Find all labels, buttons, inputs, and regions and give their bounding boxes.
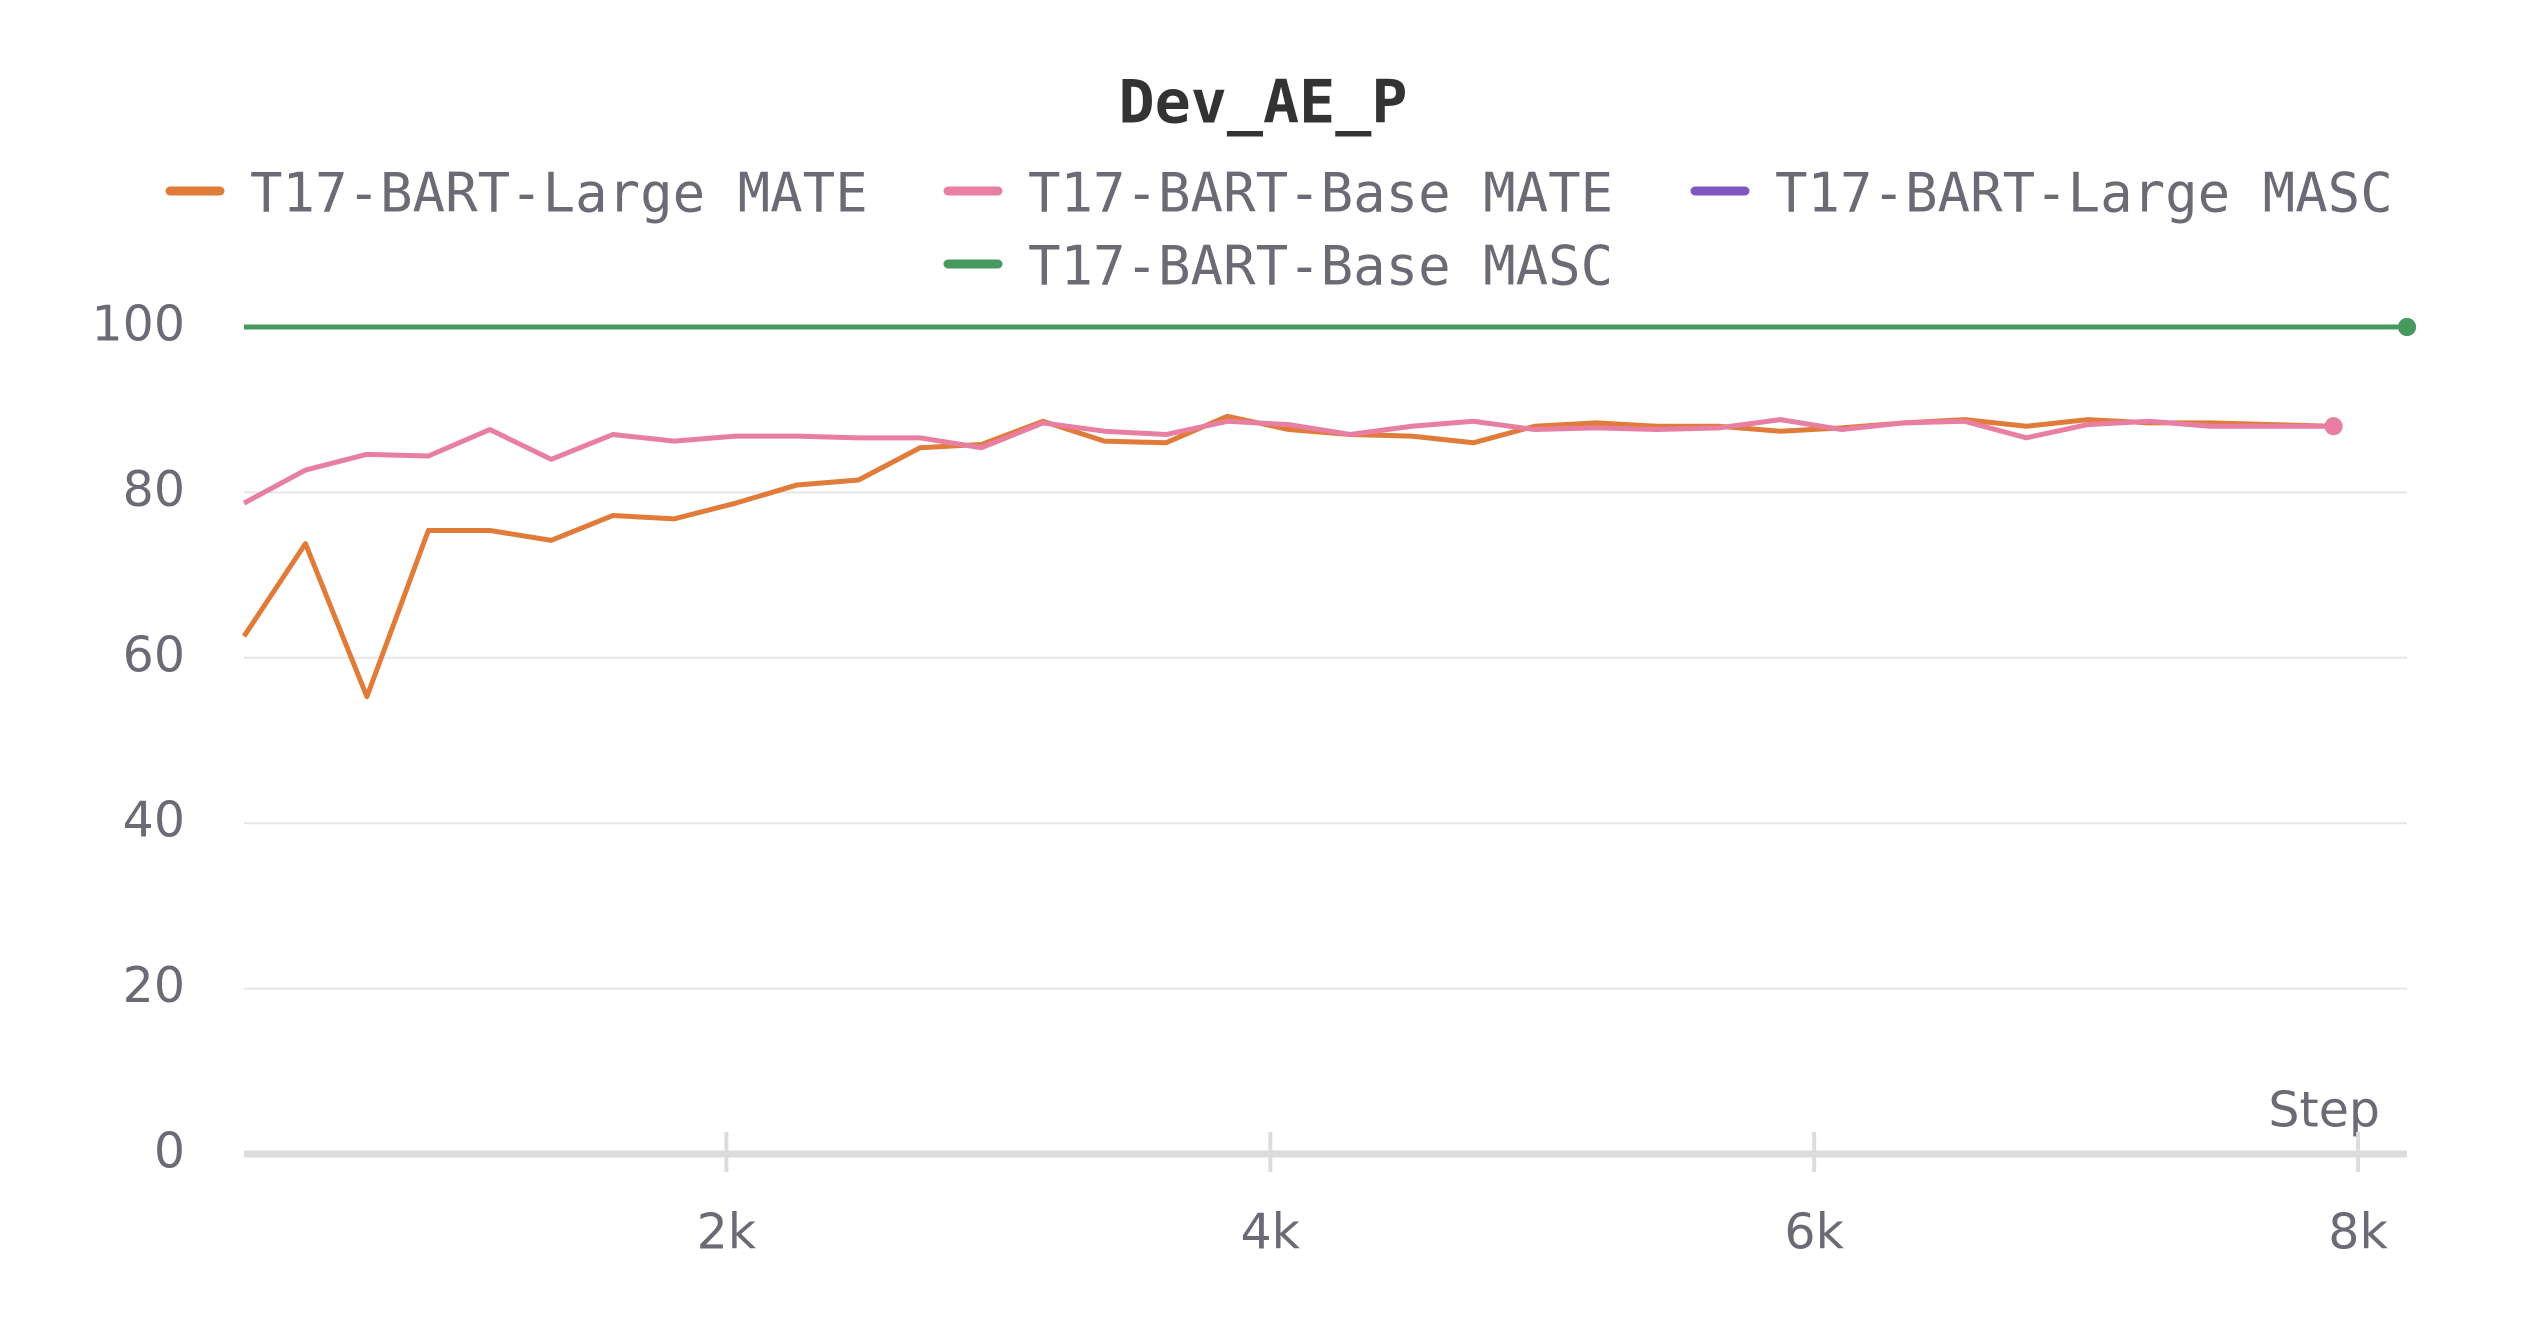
y-tick-label: 80 [123, 461, 185, 518]
end-dot [2324, 417, 2343, 436]
y-tick-label: 0 [154, 1123, 185, 1180]
end-dot [2398, 318, 2416, 336]
x-tick-label: 2k [697, 1204, 757, 1261]
y-tick-label: 100 [91, 296, 185, 353]
x-tick-label: 4k [1241, 1204, 1301, 1261]
y-tick-label: 40 [123, 792, 185, 849]
y-tick-label: 20 [123, 957, 185, 1014]
legend-label: T17-BART-Base MASC [1028, 235, 1613, 298]
x-tick-label: 6k [1784, 1204, 1844, 1261]
series-line [241, 413, 2334, 700]
y-tick-label: 60 [123, 626, 185, 683]
series-line [242, 417, 2334, 506]
legend-label: T17-BART-Base MATE [1028, 162, 1613, 225]
legend-label: T17-BART-Large MATE [250, 162, 868, 225]
chart-title: Dev_AE_P [1119, 68, 1408, 138]
legend-label: T17-BART-Large MASC [1775, 162, 2393, 225]
x-axis-label: Step [2268, 1082, 2380, 1139]
x-tick-label: 8k [2328, 1204, 2388, 1261]
